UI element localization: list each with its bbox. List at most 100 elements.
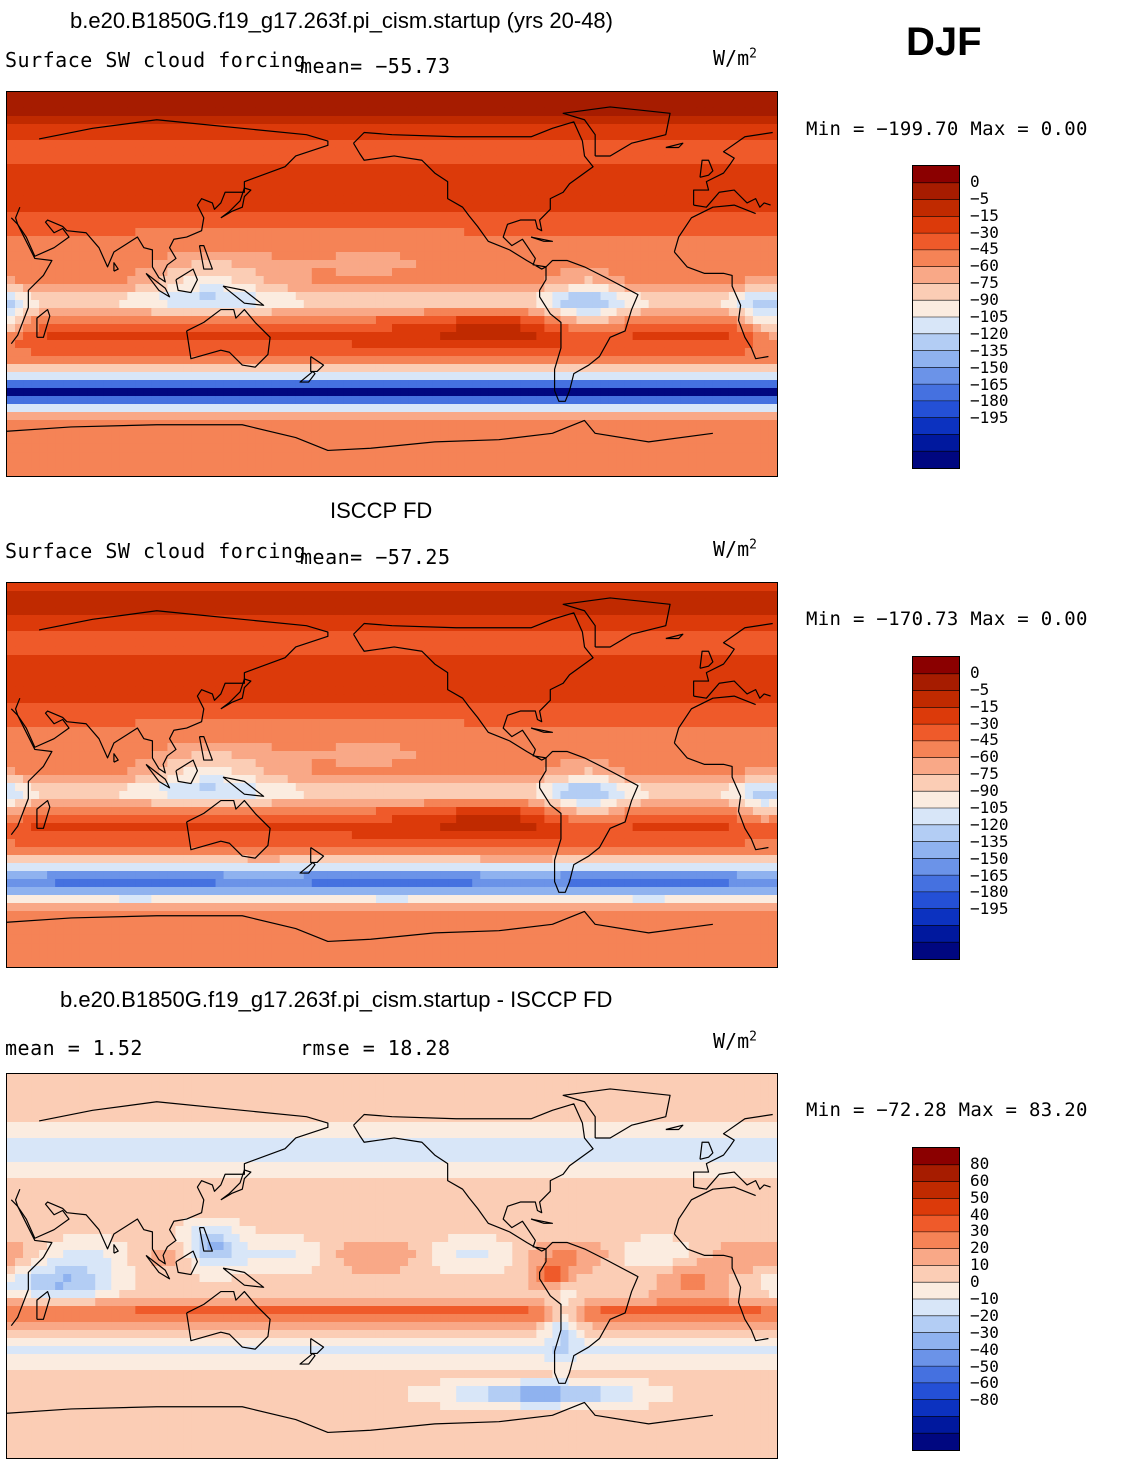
heatmap-cell: [704, 435, 714, 445]
heatmap-cell: [496, 268, 505, 277]
heatmap-cell: [408, 380, 417, 389]
heatmap-cell: [255, 372, 265, 381]
heatmap-cell: [103, 99, 112, 109]
heatmap-cell: [111, 316, 120, 325]
heatmap-cell: [424, 404, 433, 413]
heatmap-cell: [440, 180, 449, 189]
heatmap-cell: [319, 188, 329, 197]
heatmap-cell: [103, 180, 112, 189]
heatmap-cell: [736, 155, 746, 165]
heatmap-cell: [536, 124, 545, 133]
heatmap-cell: [127, 583, 136, 592]
heatmap-cell: [728, 195, 738, 205]
heatmap-cell: [720, 291, 730, 301]
heatmap-cell: [408, 291, 417, 301]
heatmap-cell: [768, 452, 777, 461]
heatmap-cell: [768, 291, 777, 301]
heatmap-cell: [768, 590, 777, 600]
heatmap-cell: [351, 116, 361, 125]
heatmap-cell: [143, 607, 152, 616]
heatmap-cell: [23, 291, 32, 301]
heatmap-cell: [39, 260, 48, 269]
heatmap-cell: [392, 124, 401, 133]
heatmap-cell: [464, 590, 473, 600]
heatmap-cell: [504, 276, 513, 285]
heatmap-cell: [568, 132, 577, 141]
heatmap-cell: [512, 468, 521, 476]
heatmap-cell: [576, 99, 585, 109]
heatmap-cell: [672, 598, 682, 608]
heatmap-cell: [712, 220, 722, 229]
heatmap-cell: [287, 452, 297, 461]
heatmap-cell: [71, 251, 80, 261]
heatmap-cell: [87, 590, 96, 600]
heatmap-cell: [103, 372, 112, 381]
heatmap-cell: [223, 372, 233, 381]
heatmap-cell: [31, 583, 40, 592]
heatmap-cell: [319, 356, 329, 365]
heatmap-cell: [408, 243, 417, 253]
heatmap-cell: [127, 412, 136, 421]
heatmap-cell: [127, 203, 136, 213]
heatmap-cell: [287, 372, 297, 381]
heatmap-cell: [744, 387, 754, 397]
heatmap-cell: [199, 276, 209, 285]
heatmap-cell: [119, 324, 128, 333]
heatmap-cell: [608, 260, 618, 269]
heatmap-cell: [744, 347, 754, 357]
heatmap-cell: [648, 284, 658, 293]
heatmap-cell: [672, 435, 682, 445]
heatmap-cell: [672, 164, 682, 173]
heatmap-cell: [640, 260, 650, 269]
heatmap-cell: [512, 195, 521, 205]
heatmap-cell: [175, 364, 184, 373]
heatmap-cell: [111, 607, 120, 616]
heatmap-cell: [375, 99, 385, 109]
heatmap-cell: [143, 452, 152, 461]
heatmap-cell: [111, 395, 120, 405]
heatmap-cell: [359, 428, 369, 437]
heatmap-cell: [111, 172, 120, 181]
heatmap-cell: [15, 211, 24, 221]
heatmap-cell: [408, 172, 417, 181]
heatmap-cell: [15, 428, 24, 437]
heatmap-cell: [600, 291, 610, 301]
heatmap-cell: [55, 211, 64, 221]
heatmap-cell: [504, 428, 513, 437]
heatmap-cell: [744, 260, 754, 269]
heatmap-cell: [728, 452, 738, 461]
heatmap-cell: [392, 116, 401, 125]
heatmap-cell: [656, 276, 666, 285]
heatmap-cell: [752, 180, 762, 189]
heatmap-cell: [528, 460, 537, 469]
heatmap-cell: [472, 347, 481, 357]
heatmap-cell: [520, 291, 529, 301]
heatmap-cell: [432, 172, 441, 181]
heatmap-cell: [480, 116, 489, 125]
heatmap-cell: [568, 236, 577, 245]
heatmap-cell: [424, 435, 433, 445]
heatmap-cell: [367, 107, 377, 117]
heatmap-cell: [303, 268, 313, 277]
heatmap-cell: [207, 387, 217, 397]
heatmap-cell: [696, 107, 706, 117]
heatmap-cell: [151, 307, 160, 317]
heatmap-cell: [207, 180, 217, 189]
heatmap-cell: [47, 164, 56, 173]
heatmap-cell: [392, 387, 401, 397]
heatmap-cell: [103, 243, 112, 253]
heatmap-cell: [79, 443, 88, 453]
heatmap-cell: [119, 132, 128, 141]
heatmap-cell: [752, 107, 762, 117]
heatmap-cell: [135, 435, 144, 445]
heatmap-cell: [480, 452, 489, 461]
heatmap-cell: [359, 387, 369, 397]
heatmap-cell: [199, 356, 209, 365]
heatmap-cell: [295, 380, 305, 389]
heatmap-cell: [528, 284, 537, 293]
heatmap-cell: [688, 243, 698, 253]
heatmap-cell: [151, 251, 160, 261]
heatmap-cell: [239, 332, 249, 341]
heatmap-cell: [23, 316, 32, 325]
heatmap-cell: [159, 291, 168, 301]
